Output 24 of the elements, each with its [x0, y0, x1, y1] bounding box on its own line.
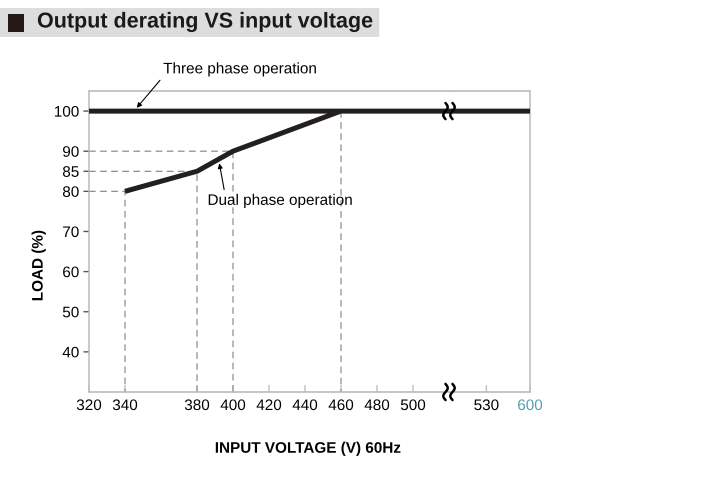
annotation: Dual phase operation — [208, 194, 352, 208]
x-tick-label: 320 — [76, 399, 102, 410]
x-tick-label: 420 — [256, 399, 282, 410]
y-tick-label: 40 — [62, 346, 79, 358]
x-tick-label: 500 — [400, 399, 426, 410]
annotation: Three phase operation — [164, 62, 316, 77]
y-tick-label: 100 — [54, 106, 79, 117]
x-tick-label: 380 — [184, 399, 210, 410]
y-tick-label: 50 — [62, 306, 79, 318]
x-tick-label: 340 — [112, 399, 138, 410]
x-tick-label: 600 — [518, 399, 542, 410]
x-axis-title: INPUT VOLTAGE (V) 60Hz — [216, 442, 400, 456]
x-tick-label: 400 — [220, 399, 246, 410]
y-tick-label: 70 — [63, 226, 79, 238]
x-tick-label: 530 — [474, 399, 499, 410]
chart-title: Output derating VS input voltage — [38, 12, 372, 32]
x-tick-label: 440 — [292, 399, 318, 410]
x-tick-label: 460 — [328, 399, 354, 410]
y-tick-label: 60 — [63, 266, 79, 278]
y-tick-label: 90 — [63, 146, 79, 157]
x-tick-label: 480 — [364, 399, 390, 410]
y-tick-label: 80 — [62, 186, 79, 198]
y-axis-title: LOAD (%) — [32, 230, 46, 300]
y-tick-label: 85 — [62, 166, 79, 177]
